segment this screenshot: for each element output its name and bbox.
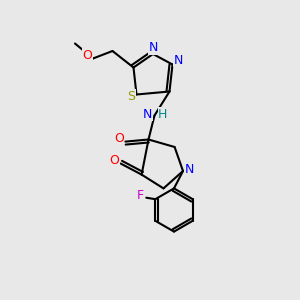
Text: H: H bbox=[158, 107, 168, 121]
Text: F: F bbox=[137, 189, 144, 202]
Text: O: O bbox=[109, 154, 119, 167]
Text: S: S bbox=[127, 89, 135, 103]
Text: N: N bbox=[143, 107, 153, 121]
Text: O: O bbox=[114, 131, 124, 145]
Text: O: O bbox=[83, 49, 92, 62]
Text: N: N bbox=[148, 41, 158, 54]
Text: N: N bbox=[185, 163, 194, 176]
Text: N: N bbox=[174, 53, 183, 67]
